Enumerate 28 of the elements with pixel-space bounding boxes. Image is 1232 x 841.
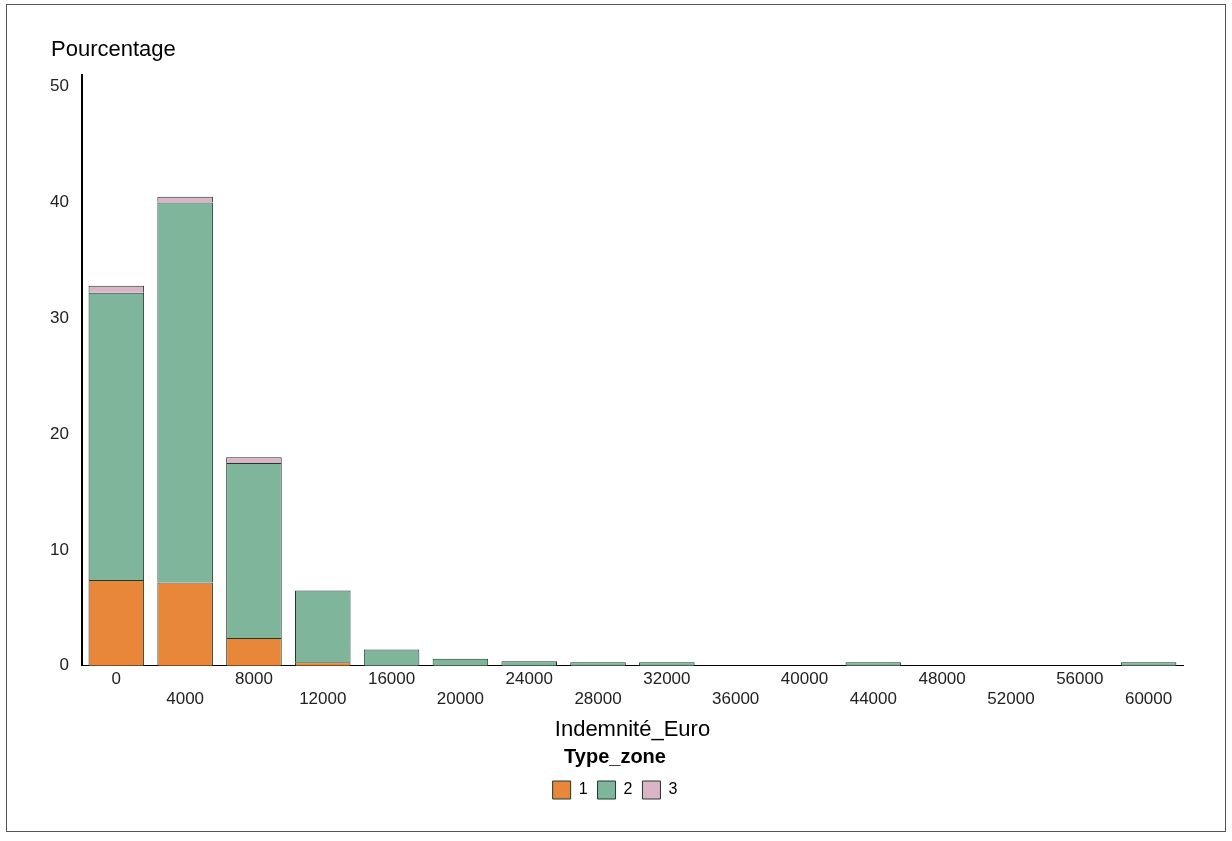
legend-label: 1 [578,780,588,798]
y-tick-label: 50 [49,76,69,96]
legend-label: 3 [668,780,678,798]
x-tick-label: 36000 [712,689,760,709]
x-tick-label: 28000 [574,689,622,709]
legend-label: 2 [623,780,633,798]
y-tick-label: 40 [49,192,69,212]
y-tick-label: 30 [49,307,69,327]
x-tick-label: 48000 [918,668,966,688]
x-tick-label: 44000 [849,689,897,709]
x-tick-label: 56000 [1056,668,1104,688]
x-tick-label: 20000 [436,689,485,709]
x-tick-label: 24000 [505,668,553,688]
x-tick-label: 32000 [643,668,691,688]
y-tick-label: 20 [49,423,69,443]
x-tick-label: 40000 [780,668,829,688]
y-axis-title: Pourcentage [51,36,176,62]
y-tick-label: 0 [59,655,69,675]
x-tick-label: 0 [111,668,122,688]
x-axis-title: Indemnité_Euro [554,715,711,741]
x-tick-label: 12000 [299,689,347,709]
x-tick-label: 60000 [1124,689,1173,709]
x-tick-label: 52000 [987,689,1035,709]
x-tick-label: 16000 [367,668,416,688]
legend-title: Type_zone [564,744,666,767]
x-tick-label: 4000 [166,689,205,709]
y-tick-label: 10 [49,539,69,559]
x-tick-label: 8000 [235,668,273,688]
